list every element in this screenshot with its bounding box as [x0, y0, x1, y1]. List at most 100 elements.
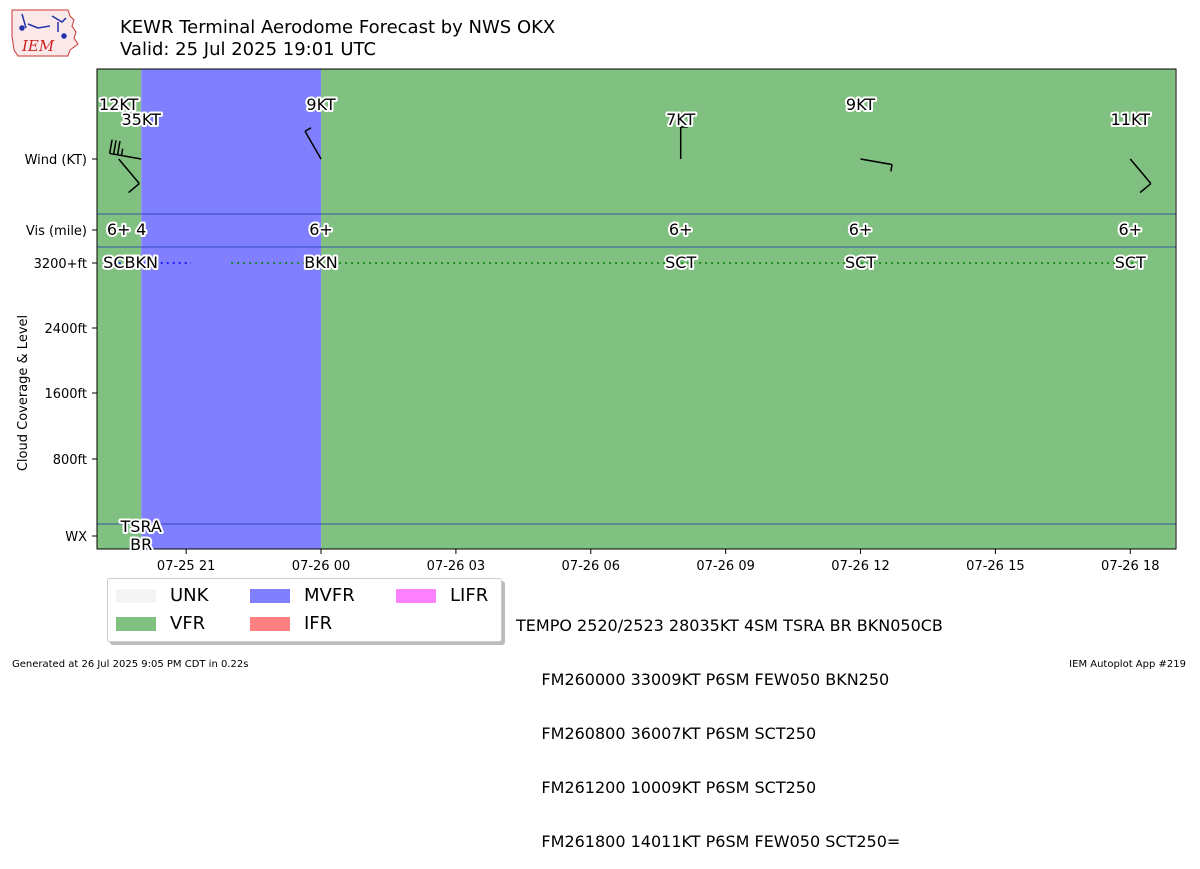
legend-label-mvfr: MVFR [304, 585, 355, 606]
wind-barb-half [120, 148, 124, 156]
wind-speed-label-halo: 9KT [846, 95, 875, 114]
wind-speed-label: 35KT [121, 110, 161, 129]
wind-speed-label-halo: 9KT [306, 95, 335, 114]
wind-barb-flag [108, 139, 113, 154]
wind-speed-label-halo: 11KT [1111, 110, 1151, 129]
title-line-1: KEWR Terminal Aerodome Forecast by NWS O… [120, 17, 556, 38]
legend-swatch-vfr [116, 617, 156, 631]
title-line-2: Valid: 25 Jul 2025 19:01 UTC [120, 39, 377, 60]
wind-barb [118, 158, 140, 184]
x-tick-label: 07-26 18 [1101, 559, 1159, 574]
cloud-cover-label-halo: SCT [665, 253, 696, 272]
cloud-cover-label: SCT [1115, 253, 1146, 272]
legend-item-vfr: VFR [116, 612, 205, 636]
visibility-label: 6+ [849, 220, 873, 239]
x-tick-label: 07-26 12 [831, 559, 889, 574]
taf-line: FM260000 33009KT P6SM FEW050 BKN250 [516, 670, 890, 689]
legend-item-unk: UNK [116, 584, 208, 608]
wind-barb [860, 158, 893, 166]
visibility-label-halo: 6+ [1118, 220, 1142, 239]
logo-text: IEM [21, 37, 55, 55]
generated-footer: Generated at 26 Jul 2025 9:05 PM CDT in … [12, 659, 249, 670]
legend: UNK VFR MVFR IFR LIFR [107, 578, 502, 642]
weather-label-halo: BR [130, 535, 152, 554]
visibility-label: 6+ [107, 220, 131, 239]
wind-speed-label-halo: 12KT [99, 95, 139, 114]
x-tick-label: 07-26 06 [562, 559, 620, 574]
y-tick-label: 1600ft [44, 387, 87, 402]
cloud-cover-label-halo: SCT [103, 253, 134, 272]
visibility-label-halo: 6+ [309, 220, 333, 239]
visibility-label-halo: 6+ [107, 220, 131, 239]
wind-barb-flag [116, 140, 121, 155]
y-tick-label: Vis (mile) [26, 224, 87, 239]
legend-item-mvfr: MVFR [250, 584, 355, 608]
y-tick-label: 800ft [53, 453, 87, 468]
cloud-cover-label-halo: SCT [1115, 253, 1146, 272]
y-tick-label: Wind (KT) [25, 153, 87, 168]
legend-swatch-lifr [396, 589, 436, 603]
legend-item-lifr: LIFR [396, 584, 488, 608]
wind-speed-label: 9KT [306, 95, 335, 114]
y-tick-label: WX [65, 530, 87, 545]
taf-chart: Wind (KT) Vis (mile) 3200+ft 2400ft 1600ft 80… [16, 68, 1177, 574]
wind-speed-label-halo: 7KT [666, 110, 695, 129]
weather-label: BR [130, 535, 152, 554]
wind-barb-half [890, 164, 893, 172]
cloud-cover-label: BKN [304, 253, 337, 272]
visibility-label-halo: 6+ [669, 220, 693, 239]
y-tick-label: 3200+ft [34, 257, 87, 272]
app-footer: IEM Autoplot App #219 [1069, 659, 1186, 670]
category-band-mvfr [141, 69, 322, 549]
taf-line: TEMPO 2520/2523 28035KT 4SM TSRA BR BKN0… [516, 616, 943, 635]
cloud-cover-label: SCT [665, 253, 696, 272]
taf-line: FM261800 14011KT P6SM FEW050 SCT250= [516, 832, 901, 851]
wind-barb-half [304, 127, 312, 132]
category-band-vfr [97, 69, 142, 549]
legend-swatch-unk [116, 589, 156, 603]
cloud-cover-label-halo: BKN [124, 253, 157, 272]
visibility-label: 6+ [1118, 220, 1142, 239]
wind-barb-flag [112, 140, 117, 155]
taf-text: TEMPO 2520/2523 28035KT 4SM TSRA BR BKN0… [516, 581, 943, 869]
legend-item-ifr: IFR [250, 612, 332, 636]
x-tick-label: 07-26 15 [966, 559, 1024, 574]
x-tick-label: 07-25 21 [157, 559, 215, 574]
legend-label-unk: UNK [170, 585, 209, 606]
y-axis-label: Cloud Coverage & Level [16, 315, 31, 471]
weather-label-halo: TSRA [120, 517, 162, 536]
visibility-label-halo: 4 [136, 220, 146, 239]
x-tick-label: 07-26 09 [696, 559, 754, 574]
taf-line: FM260800 36007KT P6SM SCT250 [516, 724, 817, 743]
taf-line: FM261200 10009KT P6SM SCT250 [516, 778, 817, 797]
y-tick-label: 2400ft [44, 322, 87, 337]
wind-barb-flag [1139, 182, 1152, 194]
visibility-label-halo: 6+ [849, 220, 873, 239]
legend-swatch-ifr [250, 617, 290, 631]
cloud-cover-label-halo: SCT [845, 253, 876, 272]
wind-speed-label-halo: 35KT [121, 110, 161, 129]
chart-title: KEWR Terminal Aerodome Forecast by NWS O… [120, 17, 555, 61]
wind-barb [1129, 158, 1152, 184]
category-band-vfr [321, 69, 1176, 549]
plot-frame [96, 68, 1177, 550]
cloud-cover-label-halo: BKN [304, 253, 337, 272]
iem-logo: IEM [11, 9, 79, 57]
legend-swatch-mvfr [250, 589, 290, 603]
legend-label-lifr: LIFR [450, 585, 489, 606]
cloud-cover-label: SCT [103, 253, 134, 272]
x-tick-label: 07-26 00 [292, 559, 350, 574]
wind-speed-label: 12KT [99, 95, 139, 114]
legend-label-vfr: VFR [170, 613, 206, 634]
visibility-label: 6+ [309, 220, 333, 239]
wind-barb-flag [128, 182, 140, 194]
x-tick-label: 07-26 03 [427, 559, 485, 574]
wind-speed-label: 9KT [846, 95, 875, 114]
visibility-label: 6+ [669, 220, 693, 239]
visibility-label: 4 [136, 220, 146, 239]
cloud-cover-label: BKN [124, 253, 157, 272]
wind-speed-label: 7KT [666, 110, 695, 129]
wind-barb [304, 130, 322, 160]
wind-speed-label: 11KT [1111, 110, 1151, 129]
cloud-cover-label: SCT [845, 253, 876, 272]
